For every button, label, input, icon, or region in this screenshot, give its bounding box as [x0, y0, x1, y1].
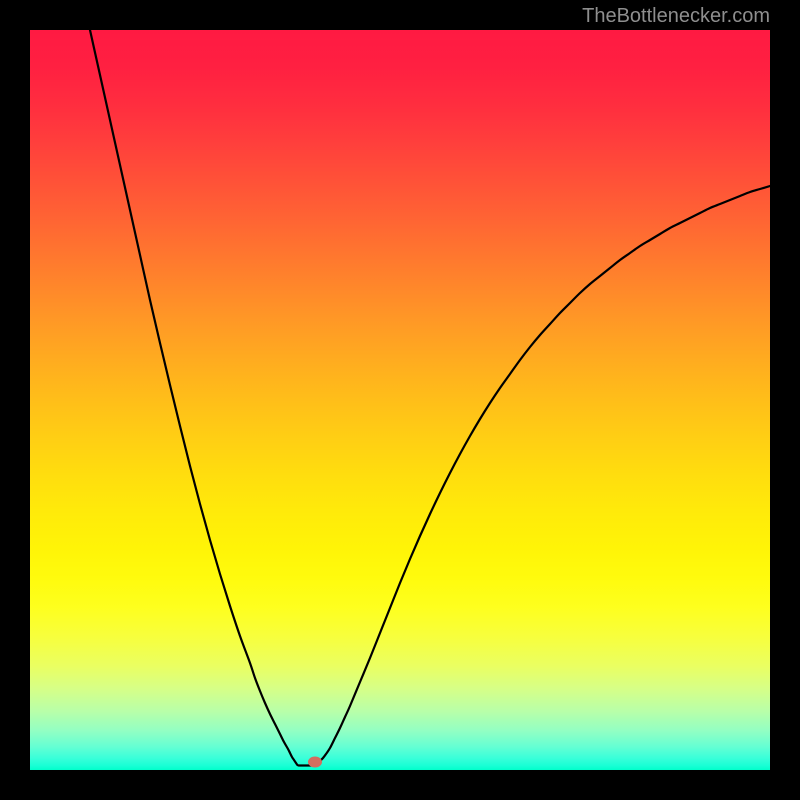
watermark-text: TheBottlenecker.com	[582, 5, 770, 28]
optimal-point-marker	[308, 757, 322, 768]
plot-area	[30, 30, 770, 770]
bottleneck-curve	[30, 30, 770, 770]
